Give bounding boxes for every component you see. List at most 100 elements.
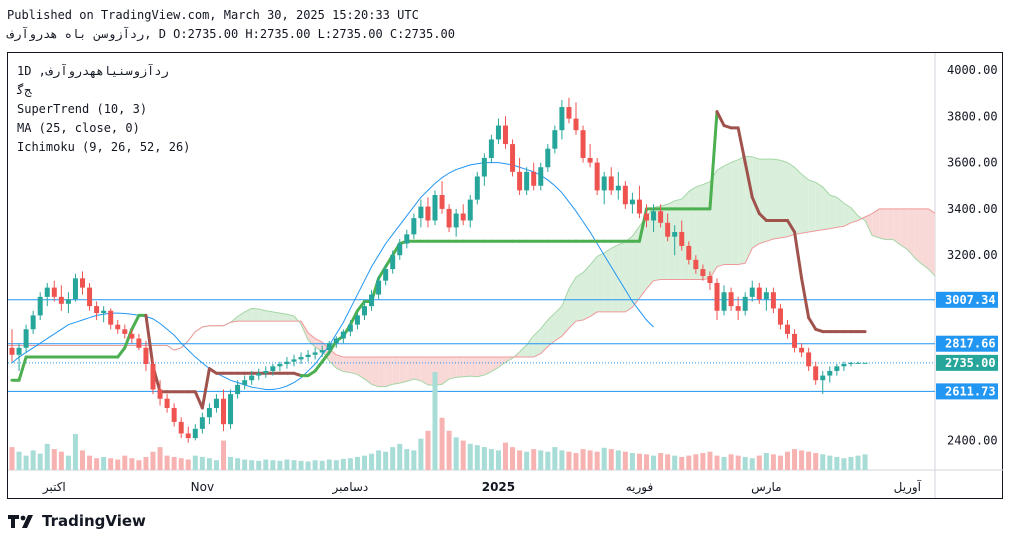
candle[interactable] (221, 398, 226, 425)
candle[interactable] (270, 366, 276, 371)
candle[interactable] (136, 338, 142, 348)
candle[interactable] (354, 315, 360, 325)
candle[interactable] (573, 118, 579, 131)
candle[interactable] (72, 278, 78, 300)
ma-line[interactable] (11, 162, 654, 390)
candle[interactable] (446, 208, 452, 228)
candle[interactable] (390, 255, 396, 270)
candle[interactable] (418, 206, 424, 219)
candle[interactable] (594, 162, 600, 191)
candle[interactable] (115, 324, 121, 330)
candle[interactable] (601, 176, 607, 191)
candle[interactable] (770, 292, 776, 309)
candle[interactable] (756, 287, 762, 300)
candle[interactable] (291, 359, 297, 362)
candle[interactable] (376, 280, 382, 295)
candle[interactable] (44, 287, 50, 297)
candle[interactable] (524, 171, 530, 191)
candle[interactable] (326, 343, 332, 351)
candle[interactable] (37, 296, 43, 316)
legend-ma[interactable]: MA (25, close, 0) (17, 121, 140, 135)
candle[interactable] (333, 338, 339, 344)
candle[interactable] (460, 213, 466, 221)
candle[interactable] (517, 171, 523, 191)
candle[interactable] (552, 130, 558, 149)
candle[interactable] (432, 195, 438, 221)
candle[interactable] (503, 125, 508, 145)
candle[interactable] (277, 364, 283, 367)
candle[interactable] (94, 306, 100, 314)
candle[interactable] (319, 350, 325, 353)
candle[interactable] (608, 176, 614, 191)
candle[interactable] (686, 245, 692, 260)
candle[interactable] (749, 287, 755, 297)
candle[interactable] (545, 148, 551, 168)
candle[interactable] (16, 347, 22, 355)
candle[interactable] (340, 331, 346, 339)
candle[interactable] (369, 294, 375, 307)
candle[interactable] (411, 218, 417, 235)
candle[interactable] (122, 329, 128, 334)
candle[interactable] (721, 292, 727, 311)
candle[interactable] (658, 211, 664, 223)
candle[interactable] (467, 199, 473, 221)
candle[interactable] (488, 139, 494, 158)
candle[interactable] (383, 269, 389, 281)
candle[interactable] (23, 329, 29, 348)
candle[interactable] (213, 398, 219, 408)
candle[interactable] (228, 394, 234, 425)
candle[interactable] (742, 296, 748, 311)
candle[interactable] (792, 333, 798, 348)
candle[interactable] (263, 370, 269, 374)
candle[interactable] (108, 310, 114, 325)
candle[interactable] (87, 287, 93, 307)
candle[interactable] (58, 296, 64, 304)
candle[interactable] (855, 362, 861, 364)
candle[interactable] (129, 333, 135, 339)
candle[interactable] (397, 243, 403, 256)
candle[interactable] (495, 125, 501, 140)
candle[interactable] (65, 299, 71, 304)
candle[interactable] (362, 306, 367, 316)
candle[interactable] (143, 347, 149, 365)
candle[interactable] (298, 357, 304, 360)
candle[interactable] (651, 211, 657, 221)
candle[interactable] (806, 352, 812, 367)
candle[interactable] (439, 195, 445, 209)
candle[interactable] (206, 407, 212, 418)
candle[interactable] (425, 206, 431, 221)
candle[interactable] (580, 130, 586, 158)
candle[interactable] (728, 292, 734, 307)
candle[interactable] (693, 259, 699, 270)
candle[interactable] (80, 278, 85, 288)
candle[interactable] (453, 213, 459, 228)
candle[interactable] (834, 366, 840, 371)
candle[interactable] (256, 373, 262, 376)
candle[interactable] (636, 199, 642, 214)
candle[interactable] (679, 232, 685, 246)
candle[interactable] (30, 315, 36, 330)
candle[interactable] (305, 354, 311, 358)
candle[interactable] (9, 347, 15, 355)
candle[interactable] (481, 157, 487, 177)
candle[interactable] (629, 199, 635, 205)
candle[interactable] (777, 308, 783, 325)
candle[interactable] (192, 428, 198, 439)
legend-supertrend[interactable]: SuperTrend (10, 3) (17, 102, 148, 116)
candle[interactable] (249, 375, 255, 381)
legend-symbol[interactable]: 1D ,ردآزوسنیاههدروآرف (17, 64, 169, 78)
candle[interactable] (672, 232, 678, 237)
candle[interactable] (820, 375, 826, 381)
candle[interactable] (474, 176, 480, 200)
candle[interactable] (404, 234, 410, 244)
candle[interactable] (848, 362, 854, 365)
candle[interactable] (827, 370, 833, 376)
candle[interactable] (178, 421, 184, 434)
candle[interactable] (665, 222, 671, 237)
candle[interactable] (242, 380, 248, 385)
candle[interactable] (700, 269, 706, 277)
candle[interactable] (510, 144, 516, 172)
candle[interactable] (157, 389, 163, 399)
candle[interactable] (538, 167, 544, 186)
candle[interactable] (644, 213, 649, 221)
